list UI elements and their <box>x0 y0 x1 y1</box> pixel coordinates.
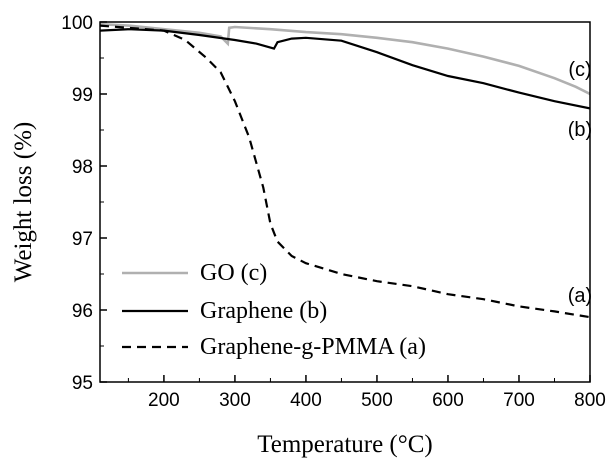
x-tick-label-400: 400 <box>290 390 322 411</box>
curve-label-1: (b) <box>568 119 592 141</box>
x-tick-label-200: 200 <box>148 390 180 411</box>
curve-label-0: (c) <box>568 59 591 81</box>
y-axis-title: Weight loss (%) <box>10 122 37 282</box>
x-tick-label-500: 500 <box>361 390 393 411</box>
series-line-0 <box>100 22 590 96</box>
legend-label-2: Graphene-g-PMMA (a) <box>200 334 426 360</box>
legend-label-0: GO (c) <box>200 260 267 286</box>
y-tick-label-95: 95 <box>72 373 93 394</box>
legend-label-1: Graphene (b) <box>200 298 327 324</box>
series-line-2 <box>100 24 590 319</box>
y-tick-label-100: 100 <box>61 13 93 34</box>
y-tick-label-97: 97 <box>72 229 93 250</box>
plot-frame <box>99 21 591 383</box>
x-tick-label-600: 600 <box>432 390 464 411</box>
x-tick-label-800: 800 <box>574 390 606 411</box>
y-tick-label-96: 96 <box>72 301 93 322</box>
x-tick-label-300: 300 <box>219 390 251 411</box>
y-tick-label-98: 98 <box>72 157 93 178</box>
x-axis-title: Temperature (°C) <box>257 431 433 458</box>
y-tick-label-99: 99 <box>72 85 93 106</box>
x-tick-label-700: 700 <box>503 390 535 411</box>
series-line-1 <box>100 28 590 110</box>
curve-label-2: (a) <box>568 285 592 307</box>
